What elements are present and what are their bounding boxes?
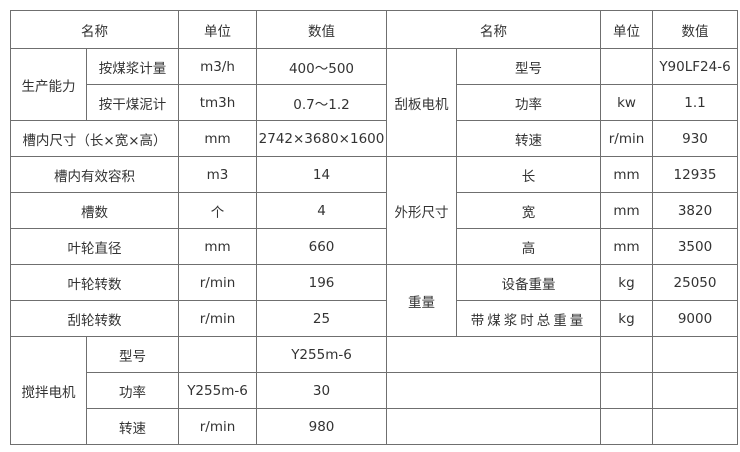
cell-value: 14: [256, 156, 387, 193]
cell-value: 930: [652, 120, 738, 157]
table-row: 功率 Y255m-6 30: [11, 372, 738, 409]
cell-unit: mm: [600, 156, 653, 193]
cell-value: 980: [256, 408, 387, 445]
cell-name: 转速: [456, 120, 601, 157]
cell-unit: mm: [178, 120, 257, 157]
cell-name: 设备重量: [456, 264, 601, 301]
group-label: 外形尺寸: [386, 156, 457, 265]
cell-name: 刮轮转数: [10, 300, 179, 337]
cell-unit: kw: [600, 84, 653, 121]
cell-name: 带煤浆时总重量: [456, 300, 601, 337]
cell-unit: r/min: [178, 408, 257, 445]
table-row: 槽内有效容积 m3 14 外形尺寸 长 mm 12935: [10, 156, 738, 265]
cell-unit: tm3h: [178, 84, 257, 121]
cell-unit: 个: [178, 192, 257, 229]
table-row: 槽内尺寸（长×宽×高） mm 2742×3680×1600 转速 r/min 9…: [10, 120, 738, 157]
cell-name: 功率: [456, 84, 601, 121]
empty-cell: [600, 408, 653, 445]
cell-name: 宽: [456, 192, 601, 229]
cell-unit: kg: [600, 264, 653, 301]
cell-value: 196: [256, 264, 387, 301]
empty-cell: [652, 408, 738, 445]
empty-cell: [386, 336, 601, 373]
cell-value: Y90LF24-6: [652, 48, 738, 85]
cell-value: 12935: [652, 156, 738, 193]
cell-unit: r/min: [178, 264, 257, 301]
table-row: 转速 r/min 980: [11, 408, 738, 445]
table-row: 叶轮直径 mm 660 高 mm 3500: [10, 228, 738, 265]
cell-value: 25050: [652, 264, 738, 301]
cell-unit: mm: [600, 228, 653, 265]
cell-unit: m3: [178, 156, 257, 193]
cell-name: 按干煤泥计: [86, 84, 179, 121]
table-row: 搅拌电机 型号 Y255m-6: [10, 336, 738, 445]
spec-table: 名称 单位 数值 名称 单位 数值 生产能力 按煤浆计量 m3/h 400～50…: [10, 10, 738, 445]
cell-name: 槽内尺寸（长×宽×高）: [10, 120, 179, 157]
empty-cell: [600, 372, 653, 409]
header-value: 数值: [256, 10, 387, 49]
cell-value: 400～500: [256, 48, 387, 85]
cell-name: 按煤浆计量: [86, 48, 179, 85]
cell-unit: Y255m-6: [178, 372, 257, 409]
cell-value: 30: [256, 372, 387, 409]
cell-unit: mm: [178, 228, 257, 265]
empty-cell: [652, 336, 738, 373]
table-row: 槽数 个 4 宽 mm 3820: [10, 192, 738, 229]
header-value-2: 数值: [652, 10, 738, 49]
cell-value: Y255m-6: [256, 336, 387, 373]
cell-name: 槽数: [10, 192, 179, 229]
cell-value: 0.7～1.2: [256, 84, 387, 121]
cell-name: 长: [456, 156, 601, 193]
empty-cell: [600, 336, 653, 373]
table-row: 生产能力 按煤浆计量 m3/h 400～500 刮板电机 型号 Y90LF24-…: [10, 48, 738, 157]
cell-unit: r/min: [178, 300, 257, 337]
table-row: 叶轮转数 r/min 196 重量 设备重量 kg 25050: [10, 264, 738, 337]
header-unit-2: 单位: [600, 10, 653, 49]
table-row: 按干煤泥计 tm3h 0.7～1.2 功率 kw 1.1: [11, 84, 738, 121]
cell-name: 叶轮转数: [10, 264, 179, 301]
cell-unit: [600, 48, 653, 85]
header-name-2: 名称: [386, 10, 601, 49]
cell-name: 叶轮直径: [10, 228, 179, 265]
cell-name: 功率: [86, 372, 179, 409]
cell-value: 3820: [652, 192, 738, 229]
group-label: 搅拌电机: [10, 336, 87, 445]
group-label: 生产能力: [10, 48, 87, 121]
empty-cell: [386, 372, 601, 409]
cell-unit: [178, 336, 257, 373]
header-unit: 单位: [178, 10, 257, 49]
cell-name: 型号: [86, 336, 179, 373]
cell-value: 25: [256, 300, 387, 337]
cell-unit: m3/h: [178, 48, 257, 85]
empty-cell: [386, 408, 601, 445]
group-label: 刮板电机: [386, 48, 457, 157]
group-label: 重量: [386, 264, 457, 337]
cell-value: 1.1: [652, 84, 738, 121]
cell-unit: r/min: [600, 120, 653, 157]
cell-name: 高: [456, 228, 601, 265]
header-name: 名称: [10, 10, 179, 49]
cell-unit: kg: [600, 300, 653, 337]
cell-name: 转速: [86, 408, 179, 445]
table-row: 刮轮转数 r/min 25 带煤浆时总重量 kg 9000: [10, 300, 738, 337]
cell-unit: mm: [600, 192, 653, 229]
cell-value: 9000: [652, 300, 738, 337]
cell-name: 型号: [456, 48, 601, 85]
cell-value: 660: [256, 228, 387, 265]
header-row: 名称 单位 数值 名称 单位 数值: [10, 10, 738, 49]
cell-value: 3500: [652, 228, 738, 265]
empty-cell: [652, 372, 738, 409]
cell-name: 槽内有效容积: [10, 156, 179, 193]
cell-value: 4: [256, 192, 387, 229]
cell-value: 2742×3680×1600: [256, 120, 387, 157]
